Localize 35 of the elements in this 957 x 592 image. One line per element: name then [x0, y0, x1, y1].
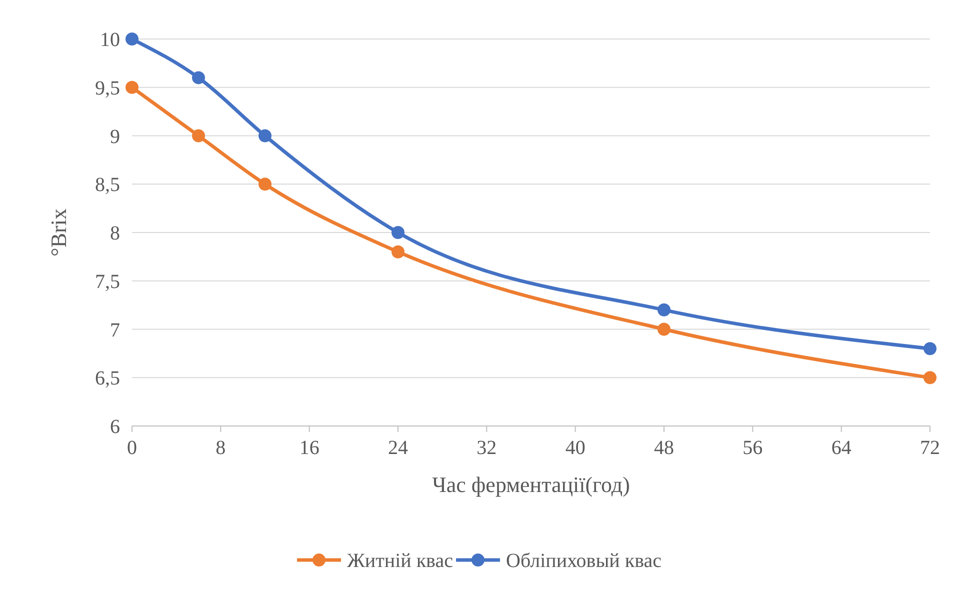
- x-tick-label: 8: [216, 437, 226, 459]
- point: [924, 342, 936, 356]
- x-tick-label: 40: [565, 437, 586, 459]
- y-axis-title: °Brix: [46, 208, 71, 256]
- point: [392, 226, 404, 239]
- x-tick-label: 72: [920, 437, 940, 459]
- point: [658, 322, 670, 336]
- legend-label: Житній квас: [347, 550, 454, 572]
- point: [126, 80, 138, 94]
- y-tick-label: 9,5: [95, 77, 120, 100]
- legend-label: Обліпиховый квас: [506, 550, 662, 572]
- x-tick-label: 16: [299, 437, 320, 459]
- y-tick-label: 8,5: [95, 174, 120, 196]
- point: [126, 32, 138, 46]
- x-tick-label: 24: [388, 437, 408, 459]
- point: [258, 129, 272, 142]
- y-tick-label: 7,5: [95, 270, 120, 293]
- point: [192, 129, 205, 142]
- point: [924, 371, 936, 384]
- x-tick-label: 0: [127, 437, 137, 459]
- y-tick-label: 6,5: [95, 368, 120, 390]
- y-tick-label: 10: [100, 29, 120, 51]
- y-tick-label: 8: [110, 222, 120, 244]
- point: [658, 303, 670, 316]
- point: [258, 178, 272, 191]
- point: [192, 71, 205, 84]
- y-tick-label: 7: [110, 319, 120, 342]
- y-tick-label: 9: [110, 126, 120, 148]
- x-tick-label: 56: [742, 437, 763, 459]
- y-tick-label: 6: [110, 416, 120, 438]
- x-tick-label: 32: [476, 437, 497, 459]
- point: [392, 245, 404, 258]
- x-axis-title: Час ферментації(год): [432, 472, 630, 497]
- x-tick-label: 48: [654, 437, 674, 459]
- x-tick-label: 64: [831, 437, 852, 459]
